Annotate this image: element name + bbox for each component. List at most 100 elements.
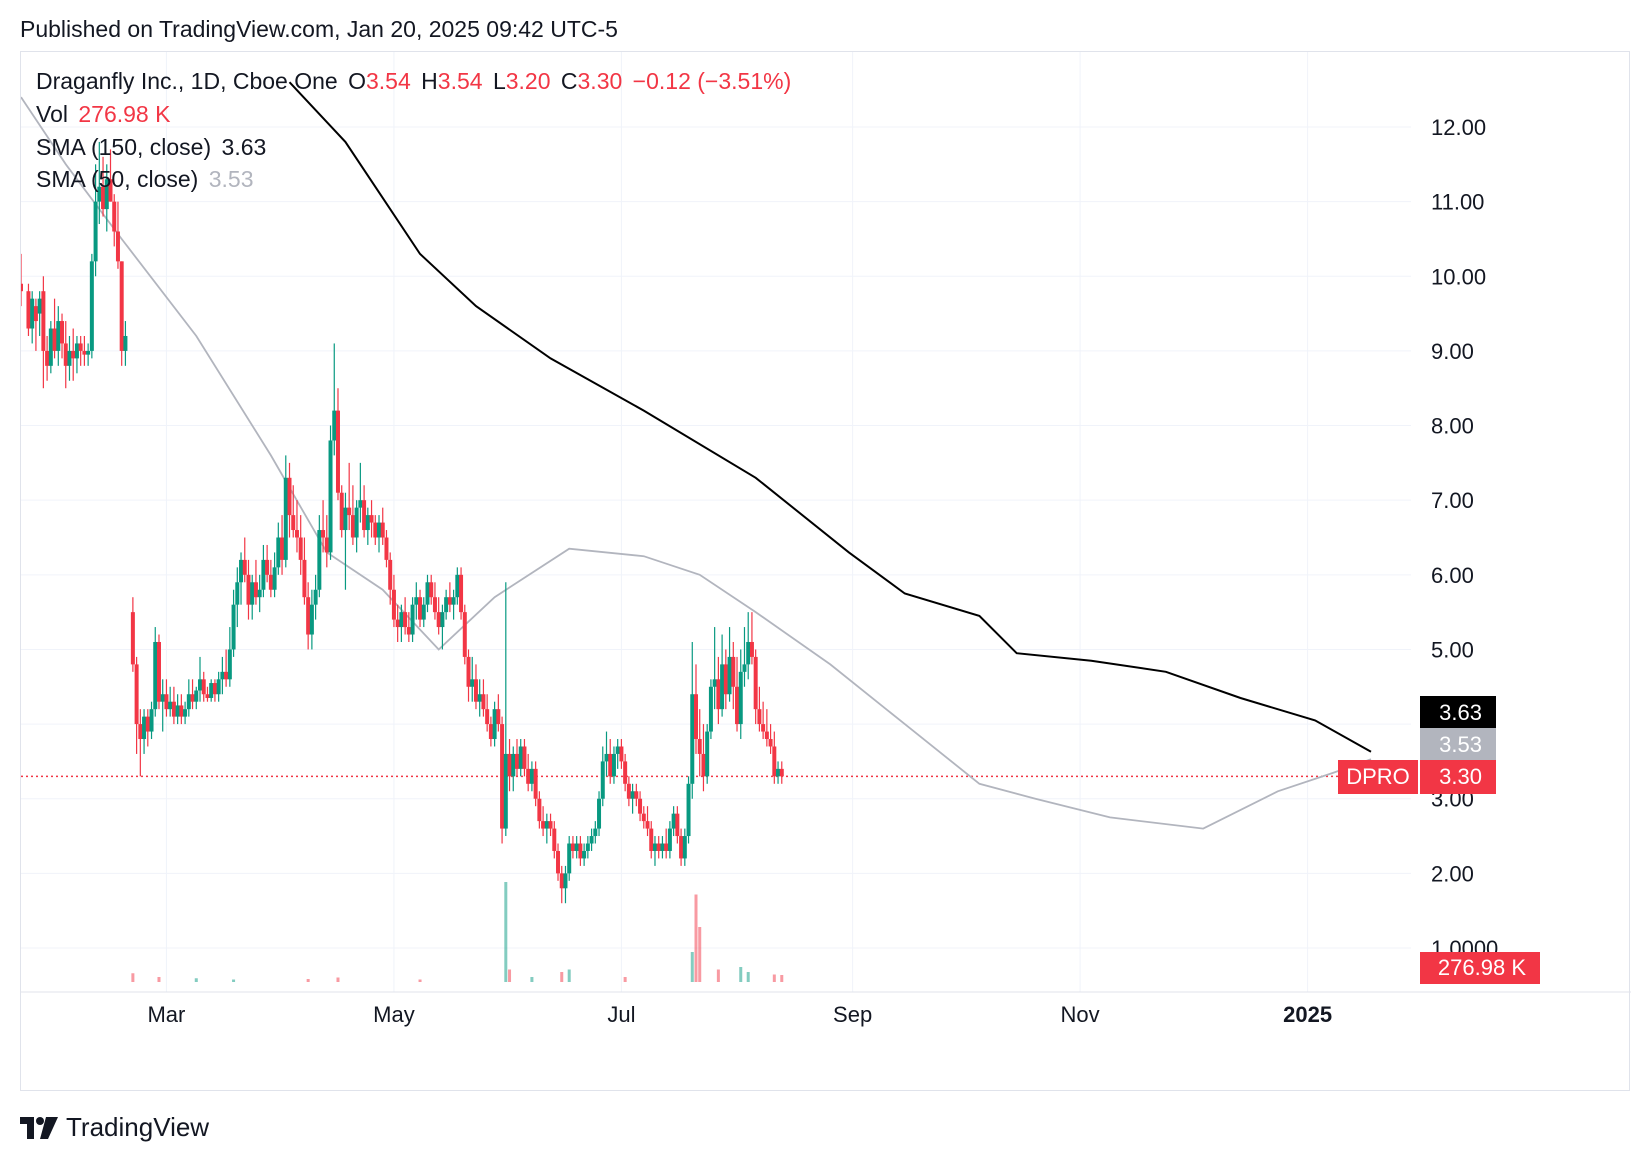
candle-body: [302, 559, 307, 598]
candle-body: [48, 328, 53, 366]
candle-body: [224, 671, 229, 680]
candle-body: [779, 768, 784, 777]
legend-sma50[interactable]: SMA (50, close) 3.53: [36, 166, 258, 193]
candle-body: [130, 612, 135, 665]
candle-body: [649, 828, 654, 851]
candle-body: [280, 537, 285, 560]
candle-body: [313, 589, 318, 605]
candle-body: [727, 656, 732, 695]
candle-body: [253, 582, 258, 598]
footer-brand: TradingView: [66, 1112, 210, 1142]
candle-body: [630, 791, 635, 799]
candle-body: [772, 746, 777, 777]
volume-bar: [567, 969, 571, 982]
candle-body: [608, 753, 613, 777]
sma50-price-tag: 3.53: [1420, 728, 1496, 762]
candle-body: [481, 694, 486, 710]
candle-body: [578, 843, 583, 859]
candle-body: [466, 656, 471, 687]
candle-body: [119, 261, 124, 351]
chart-frame[interactable]: 12.0011.0010.009.008.007.006.005.004.003…: [20, 51, 1631, 1092]
candle-body: [611, 753, 616, 777]
price-chart[interactable]: 12.0011.0010.009.008.007.006.005.004.003…: [21, 52, 1631, 1092]
candle-body: [574, 843, 579, 851]
volume-bar: [336, 977, 340, 982]
candle-body: [171, 701, 176, 717]
candle-body: [634, 791, 639, 799]
candle-body: [496, 709, 501, 725]
candle-body: [160, 694, 165, 702]
candle-body: [33, 306, 38, 322]
candle-body: [738, 671, 743, 725]
candle-body: [365, 515, 370, 531]
candle-body: [190, 694, 195, 702]
candle-body: [470, 679, 475, 687]
volume-tag: 276.98 K: [1420, 952, 1540, 984]
candle-body: [354, 507, 359, 538]
candle-body: [600, 761, 605, 799]
candle-body: [757, 709, 762, 725]
candle-body: [220, 671, 225, 680]
candle-body: [768, 739, 773, 747]
candle-body: [533, 768, 538, 799]
candle-body: [597, 798, 602, 829]
candle-body: [26, 291, 31, 329]
legend-vol-label: Vol: [36, 101, 68, 127]
candle-body: [641, 813, 646, 822]
candle-body: [78, 343, 83, 351]
candle-body: [283, 477, 288, 560]
volume-bar: [739, 967, 743, 982]
legend-vol-value: 276.98 K: [78, 101, 171, 127]
candle-body: [686, 783, 691, 837]
candle-body: [459, 574, 464, 613]
candle-body: [682, 836, 687, 859]
volume-bar: [690, 952, 694, 982]
candle-body: [21, 283, 23, 292]
legend-volume: Vol 276.98 K: [36, 101, 174, 128]
y-tick-label: 11.00: [1431, 190, 1484, 215]
candle-body: [604, 753, 609, 762]
candle-body: [134, 664, 139, 725]
candle-body: [776, 768, 781, 777]
candle-body: [186, 694, 191, 710]
candle-body: [231, 604, 236, 650]
candle-body: [272, 567, 277, 590]
candle-body: [71, 350, 76, 359]
volume-bar: [131, 973, 135, 982]
candle-body: [418, 597, 423, 620]
legend-sma50-label: SMA (50, close): [36, 166, 199, 192]
legend-open: 3.54: [366, 68, 411, 94]
candle-body: [388, 559, 393, 590]
candle-body: [108, 179, 113, 202]
candle-body: [291, 515, 296, 531]
candle-body: [93, 201, 98, 262]
legend-sma150[interactable]: SMA (150, close) 3.63: [36, 134, 270, 161]
candle-body: [764, 731, 769, 740]
candle-body: [138, 724, 143, 740]
candle-body: [41, 291, 46, 351]
x-tick-label: Nov: [1061, 1002, 1100, 1027]
candle-body: [444, 597, 449, 613]
volume-bar: [694, 894, 698, 982]
candle-body: [156, 641, 161, 702]
candle-body: [306, 597, 311, 635]
candle-body: [89, 261, 94, 351]
candle-body: [667, 828, 672, 851]
candle-body: [373, 522, 378, 538]
candle-body: [123, 335, 128, 351]
candle-body: [101, 186, 106, 210]
candle-body: [645, 821, 650, 829]
candle-body: [347, 507, 352, 516]
candle-body: [518, 746, 523, 769]
candle-body: [570, 843, 575, 851]
candle-body: [235, 582, 240, 605]
candle-body: [679, 836, 684, 859]
candle-body: [112, 201, 117, 232]
tradingview-footer[interactable]: TradingView: [20, 1112, 209, 1143]
candle-body: [511, 753, 516, 777]
candle-body: [63, 343, 68, 366]
legend-ohlc: Draganfly Inc., 1D, Cboe One O3.54 H3.54…: [36, 68, 795, 95]
candle-body: [694, 694, 698, 740]
volume-bar: [504, 882, 508, 982]
candle-body: [582, 850, 587, 859]
